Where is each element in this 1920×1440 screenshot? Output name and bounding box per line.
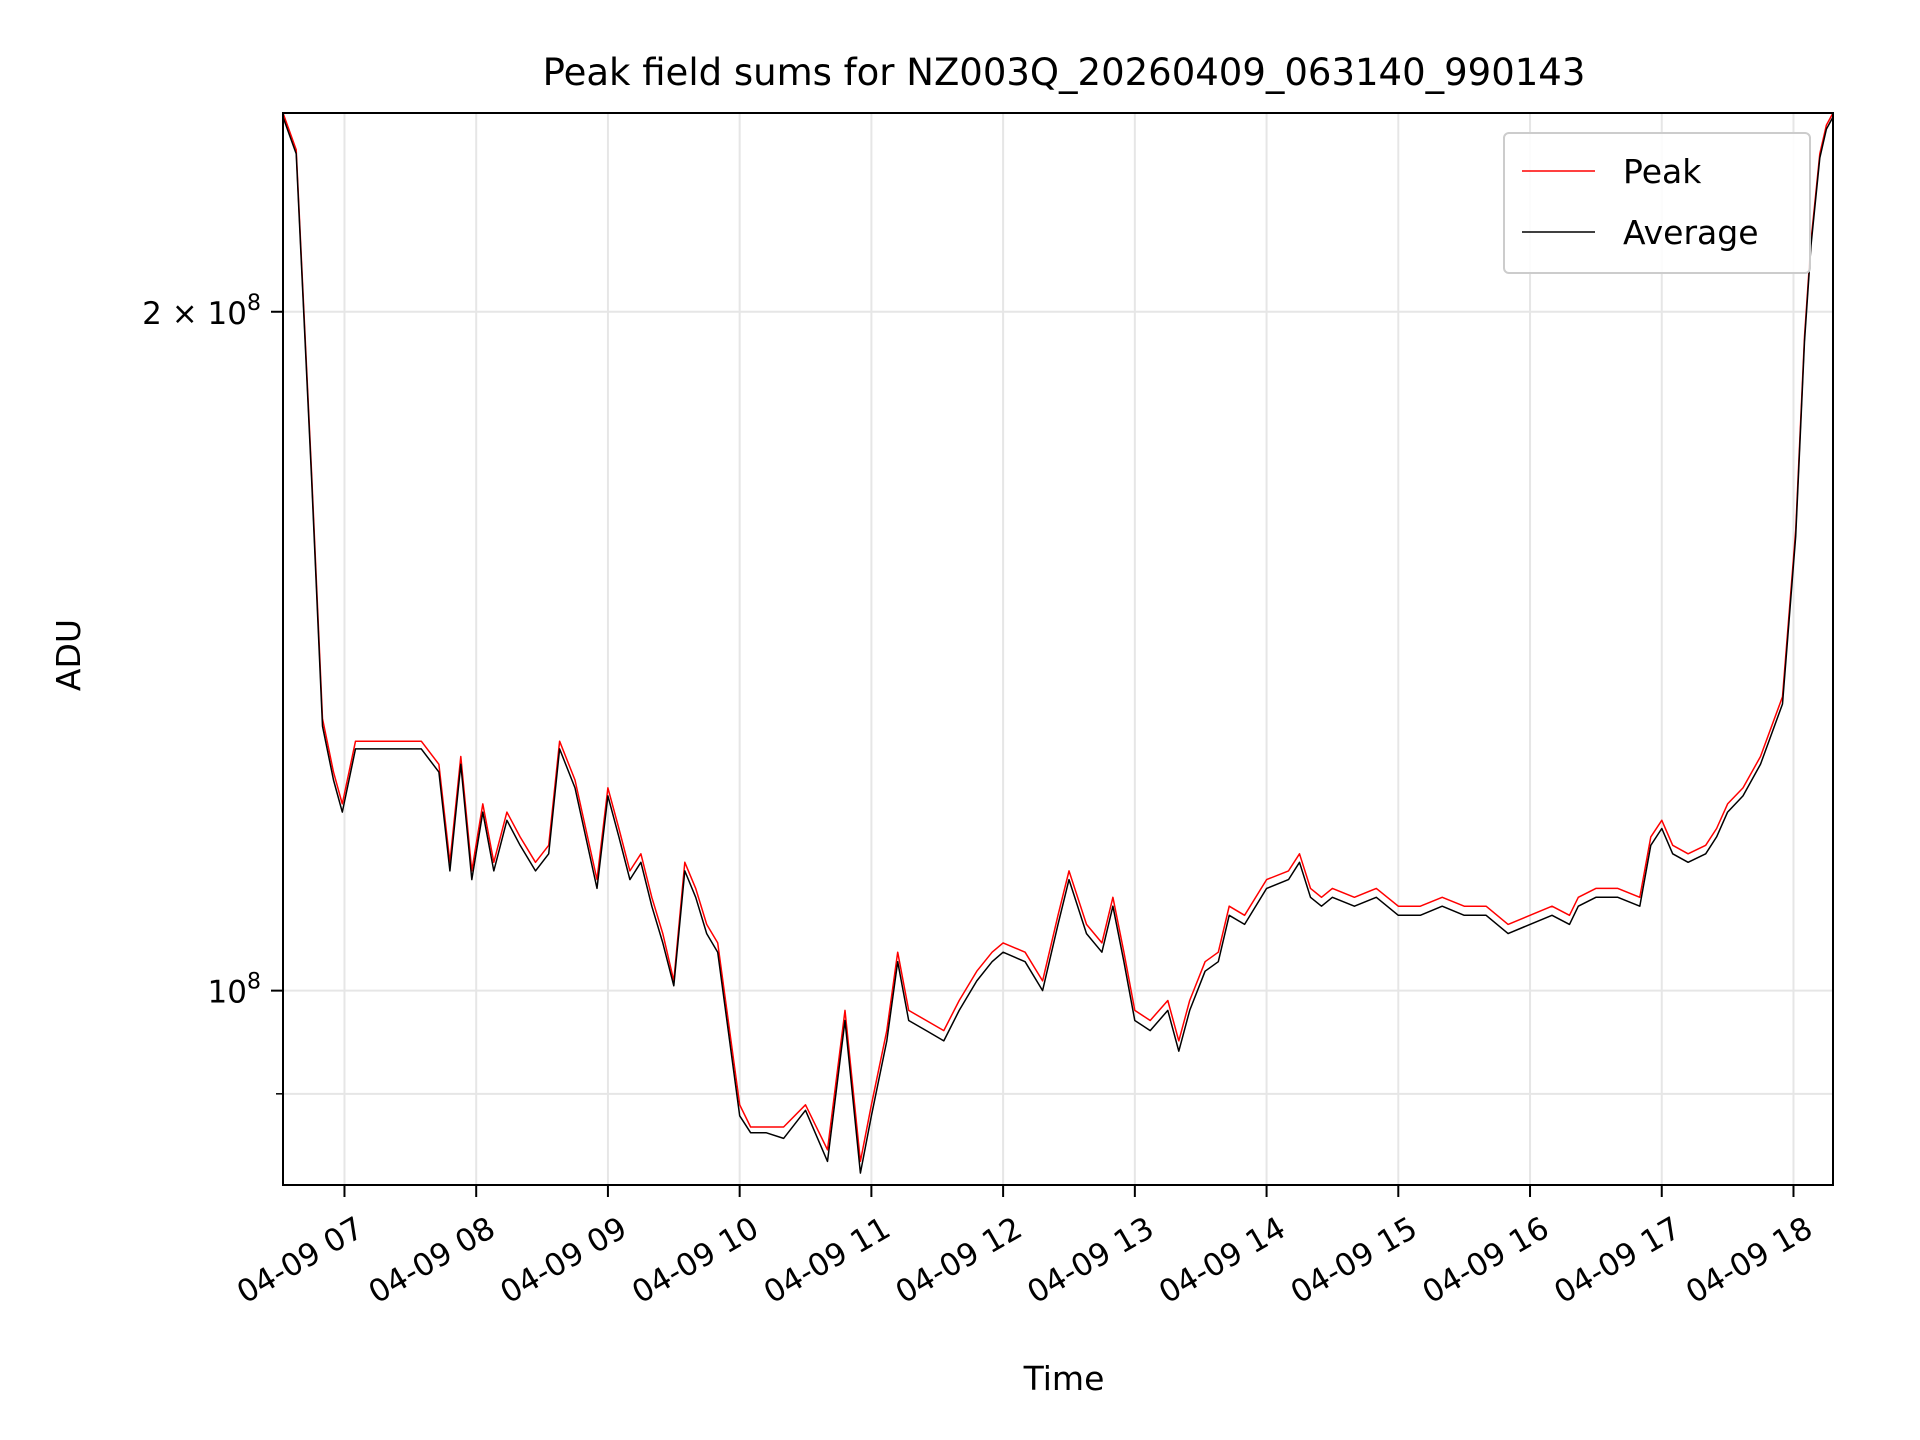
x-tick-label: 04-09 18 [1680, 1210, 1819, 1311]
y-tick-mantissa: 10 [208, 975, 247, 1011]
y-tick-exponent: 8 [247, 970, 261, 995]
legend-label-average: Average [1623, 213, 1759, 252]
legend: Peak Average [1503, 132, 1811, 274]
x-tick-label: 04-09 10 [626, 1210, 765, 1311]
chart-title: Peak field sums for NZ003Q_20260409_0631… [543, 51, 1586, 94]
series-line-average [282, 116, 1834, 1174]
y-tick-label: 2 × 108 [142, 291, 261, 332]
x-tick-label: 04-09 12 [890, 1210, 1029, 1311]
series-lines [282, 112, 1834, 1174]
series-line-peak [282, 112, 1834, 1163]
y-tick-mantissa: 2 × 10 [142, 296, 247, 332]
x-tick-label: 04-09 09 [494, 1210, 633, 1311]
x-tick-label: 04-09 14 [1153, 1210, 1292, 1311]
y-tick-exponent: 8 [247, 291, 261, 316]
x-tick-label: 04-09 08 [363, 1210, 502, 1311]
x-tick-label: 04-09 13 [1021, 1210, 1160, 1311]
x-tick-label: 04-09 16 [1417, 1210, 1556, 1311]
x-tick-label: 04-09 07 [231, 1210, 370, 1311]
plot-frame [282, 112, 1834, 1186]
x-tick-label: 04-09 15 [1285, 1210, 1424, 1311]
legend-box [1503, 132, 1811, 274]
x-tick-label: 04-09 17 [1548, 1210, 1687, 1311]
legend-label-peak: Peak [1623, 152, 1702, 191]
grid-lines [283, 113, 1833, 1185]
x-axis-label: Time [1023, 1359, 1105, 1398]
y-tick-label: 108 [208, 970, 261, 1011]
x-tick-label: 04-09 11 [758, 1210, 897, 1311]
y-axis-label: ADU [49, 619, 88, 691]
